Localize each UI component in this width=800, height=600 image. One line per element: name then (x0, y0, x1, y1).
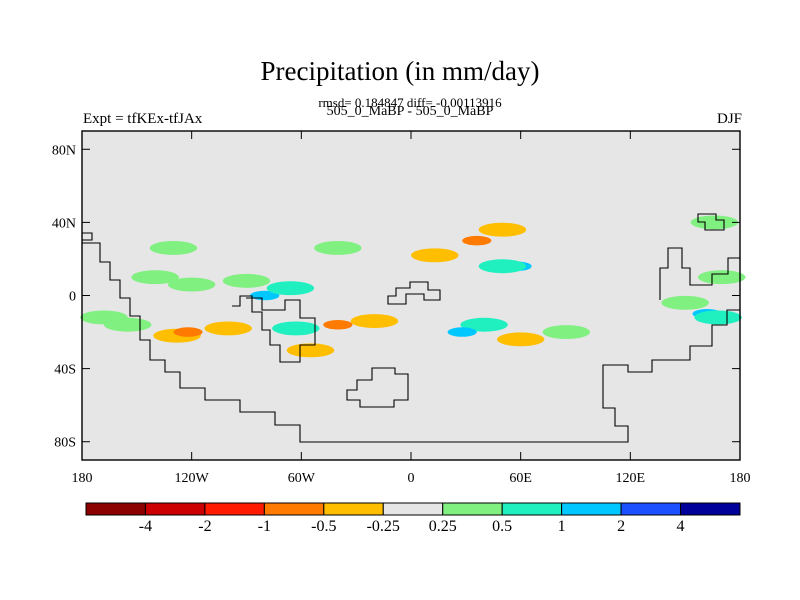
colorbar-label-0: -4 (138, 518, 153, 535)
stats-line: rmsd= 0.184847 diff= -0.00113916 (318, 95, 502, 110)
x-tick-label-4: 60E (509, 471, 532, 486)
anomaly-region-25 (332, 336, 380, 350)
colorbar-swatch-9 (620, 502, 682, 516)
anomaly-region-19 (272, 321, 320, 336)
anomaly-region-34 (690, 215, 739, 230)
colorbar-swatch-6 (442, 502, 503, 516)
colorbar-label-4: -0.25 (366, 518, 400, 535)
season-label: DJF (716, 111, 742, 127)
anomaly-region-26 (460, 317, 508, 332)
anomaly-region-17 (204, 321, 252, 336)
colorbar-label-7: 1 (557, 518, 566, 535)
anomaly-region-36 (80, 310, 128, 325)
anomaly-region-10 (222, 273, 271, 288)
anomaly-region-20 (286, 343, 335, 358)
coastline-1 (232, 295, 316, 363)
colorbar-swatch-0 (85, 502, 146, 516)
anomaly-region-2 (462, 235, 492, 246)
colorbar-swatch-1 (144, 502, 206, 516)
anomaly-region-30 (542, 325, 591, 340)
y-tick-label-1: 40N (52, 216, 76, 231)
anomaly-region-27 (447, 327, 477, 337)
colorbar-swatch-2 (204, 502, 265, 516)
y-tick-label-2: 0 (69, 290, 76, 305)
colorbar-swatch-8 (561, 502, 622, 516)
coastline-6 (82, 232, 93, 241)
anomaly-region-18 (241, 310, 289, 325)
anomaly-region-0 (241, 222, 289, 237)
anomaly-region-14 (167, 277, 216, 292)
colorbar-label-6: 0.5 (492, 518, 513, 535)
anomaly-region-33 (694, 310, 742, 325)
anomaly-region-8 (149, 241, 198, 255)
chart-title: Precipitation (in mm/day) (260, 56, 540, 86)
x-tick-label-2: 60W (288, 471, 316, 486)
coastline-0 (82, 242, 740, 443)
anomaly-region-7 (478, 259, 527, 274)
y-tick-label-3: 40S (54, 363, 76, 378)
colorbar-label-2: -1 (257, 518, 272, 535)
colorbar-label-5: 0.25 (428, 518, 457, 535)
runs-label: 505_0_MaBP - 505_0_MaBP (326, 104, 494, 119)
y-tick-label-4: 80S (54, 436, 76, 451)
colorbar-swatch-10 (680, 502, 741, 516)
anomaly-region-35 (697, 270, 746, 285)
anomaly-region-22 (323, 319, 353, 330)
x-tick-label-0: 180 (72, 471, 93, 486)
anomaly-region-23 (350, 314, 399, 329)
x-tick-label-1: 120W (175, 471, 210, 486)
colorbar-label-9: 4 (676, 518, 685, 535)
x-tick-label-3: 0 (408, 471, 415, 486)
colorbar-label-1: -2 (198, 518, 212, 535)
colorbar-swatch-4 (323, 502, 384, 516)
anomaly-region-16 (173, 327, 203, 337)
anomaly-region-5 (411, 248, 459, 263)
plot-background (82, 131, 740, 460)
anomaly-region-13 (131, 270, 179, 285)
colorbar-swatch-7 (501, 502, 563, 516)
x-tick-label-6: 180 (730, 471, 751, 486)
colorbar-label-8: 2 (617, 518, 626, 535)
colorbar-swatch-5 (382, 502, 444, 516)
anomaly-region-31 (661, 295, 709, 310)
coastline-5 (697, 213, 725, 231)
anomaly-region-9 (314, 241, 362, 255)
coastline-4 (659, 247, 740, 300)
anomaly-region-24 (396, 310, 444, 325)
anomaly-region-29 (496, 332, 545, 347)
x-tick-label-5: 120E (616, 471, 646, 486)
coastline-3 (346, 367, 409, 408)
y-tick-label-0: 80N (52, 143, 76, 158)
colorbar-label-3: -0.5 (311, 518, 337, 535)
anomaly-region-12 (266, 281, 315, 296)
colorbar-swatch-3 (263, 502, 325, 516)
coastline-2 (387, 281, 441, 305)
anomaly-region-3 (478, 222, 527, 237)
experiment-label: Expt = tfKEx-tfJAx (83, 111, 203, 127)
